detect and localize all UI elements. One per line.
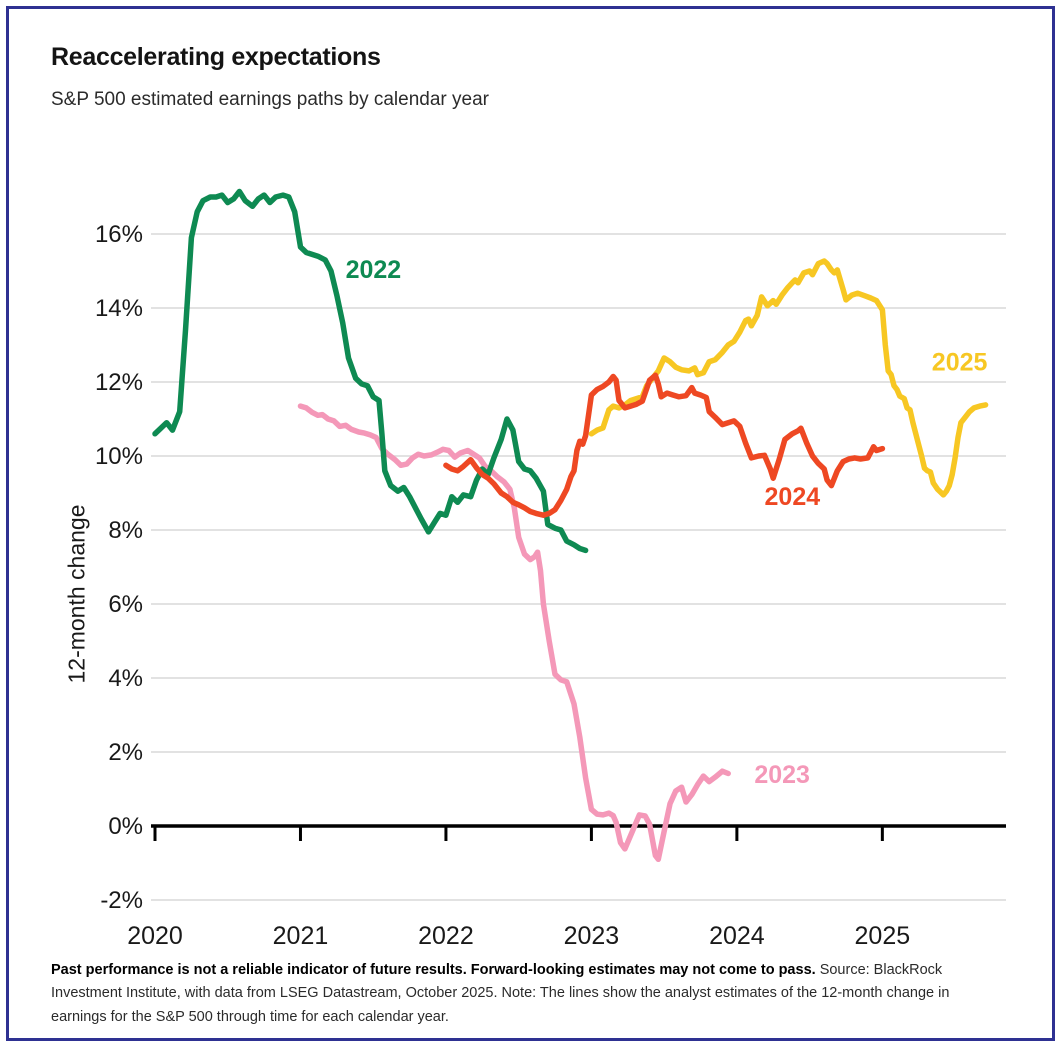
x-tick-label-2020: 2020 (127, 922, 183, 950)
footnote-source-note: Source: BlackRock Investment Institute, … (51, 962, 950, 1025)
chart-card-border: Reaccelerating expectations S&P 500 esti… (6, 6, 1055, 1041)
y-tick-label-12: 12% (95, 369, 143, 396)
y-tick-label-8: 8% (108, 517, 143, 544)
x-tick-label-2022: 2022 (418, 922, 474, 950)
series-line-2024 (443, 372, 886, 518)
y-tick-label-6: 6% (108, 591, 143, 618)
series-label-2023: 2023 (754, 761, 810, 789)
series-line-2023 (297, 403, 731, 863)
y-tick-label--2: -2% (100, 887, 143, 914)
x-tick-label-2023: 2023 (564, 922, 620, 950)
y-tick-label-16: 16% (95, 221, 143, 248)
series-label-2024: 2024 (765, 483, 821, 511)
series-line-2022 (152, 188, 589, 554)
footnote: Past performance is not a reliable indic… (51, 959, 1006, 1029)
series-line-2025 (588, 258, 989, 498)
y-tick-label-14: 14% (95, 295, 143, 322)
page-subtitle: S&P 500 estimated earnings paths by cale… (51, 89, 489, 110)
x-tick-label-2024: 2024 (709, 922, 765, 950)
y-tick-label-0: 0% (108, 813, 143, 840)
x-tick-label-2025: 2025 (855, 922, 911, 950)
series-label-2025: 2025 (932, 349, 988, 377)
earnings-paths-line-chart: -2% 0% 2% 4% 6% 8% 10% 12% 14% 16% 2020 2021 2022 202… (95, 188, 1006, 950)
y-tick-label-4: 4% (108, 665, 143, 692)
y-tick-label-2: 2% (108, 739, 143, 766)
footnote-disclaimer: Past performance is not a reliable indic… (51, 962, 816, 978)
x-tick-label-2021: 2021 (273, 922, 329, 950)
series-label-2022: 2022 (346, 256, 402, 284)
page-title: Reaccelerating expectations (51, 43, 381, 71)
y-tick-label-10: 10% (95, 443, 143, 470)
